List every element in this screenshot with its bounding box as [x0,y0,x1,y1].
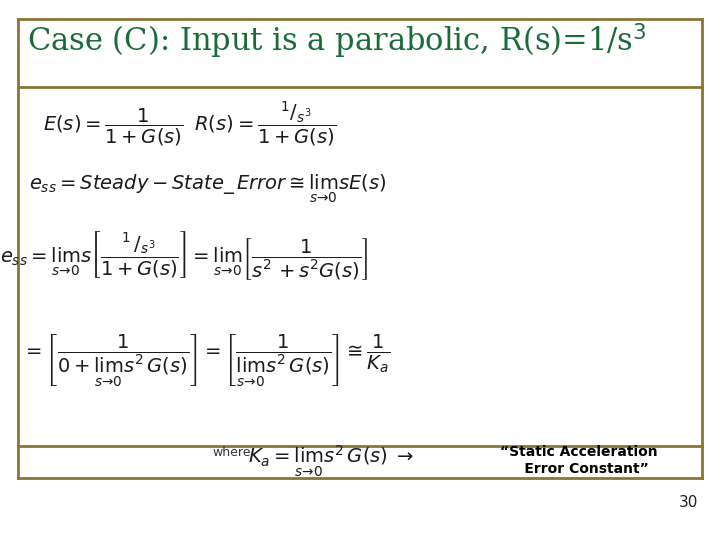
Text: where: where [212,446,251,458]
Text: Case (C): Input is a parabolic, R(s)=1/s$^3$: Case (C): Input is a parabolic, R(s)=1/s… [27,22,647,61]
Text: $E(s)=\dfrac{1}{1+G(s)}\;\;R(s)=\dfrac{^{1}/_{s^3}}{1+G(s)}$: $E(s)=\dfrac{1}{1+G(s)}\;\;R(s)=\dfrac{^… [43,100,336,148]
Text: $e_{ss}=\lim_{s\to 0}s\left[\dfrac{^{1}/_{s^3}}{1+G(s)}\right]=\lim_{s\to 0}\lef: $e_{ss}=\lim_{s\to 0}s\left[\dfrac{^{1}/… [0,230,369,283]
Text: “Static Acceleration
     Error Constant”: “Static Acceleration Error Constant” [500,446,658,476]
Text: $K_a=\lim_{s\to 0}s^2G(s)\;\rightarrow$: $K_a=\lim_{s\to 0}s^2G(s)\;\rightarrow$ [248,444,414,479]
Text: $=\left[\dfrac{1}{0+\lim_{s\to 0}s^2G(s)}\right]=\left[\dfrac{1}{\lim_{s\to 0}s^: $=\left[\dfrac{1}{0+\lim_{s\to 0}s^2G(s)… [22,332,390,388]
Text: 30: 30 [679,495,698,510]
Text: $e_{ss}=\mathit{Steady-State\_\,Error}\cong\lim_{s\to 0}sE(s)$: $e_{ss}=\mathit{Steady-State\_\,Error}\c… [29,173,386,205]
